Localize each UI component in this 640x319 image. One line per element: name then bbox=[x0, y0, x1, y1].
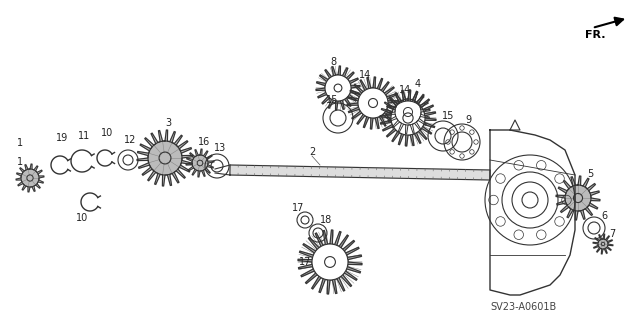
Text: 17: 17 bbox=[292, 203, 304, 213]
Polygon shape bbox=[380, 90, 436, 146]
Text: 3: 3 bbox=[165, 118, 171, 128]
Text: 14: 14 bbox=[359, 70, 371, 80]
Text: FR.: FR. bbox=[585, 30, 605, 40]
Circle shape bbox=[325, 75, 351, 101]
Polygon shape bbox=[593, 234, 613, 254]
Text: 1: 1 bbox=[17, 157, 23, 167]
Polygon shape bbox=[16, 164, 44, 192]
Polygon shape bbox=[298, 230, 362, 294]
Text: 18: 18 bbox=[320, 215, 332, 225]
Text: 7: 7 bbox=[609, 229, 615, 239]
Polygon shape bbox=[386, 90, 430, 134]
Circle shape bbox=[391, 101, 425, 135]
Text: 1: 1 bbox=[17, 138, 23, 148]
Text: 16: 16 bbox=[198, 137, 210, 147]
Circle shape bbox=[358, 88, 388, 118]
Text: 2: 2 bbox=[309, 147, 315, 157]
Text: 14: 14 bbox=[399, 85, 411, 95]
Text: 10: 10 bbox=[101, 128, 113, 138]
Text: 5: 5 bbox=[587, 169, 593, 179]
Polygon shape bbox=[137, 130, 193, 186]
Polygon shape bbox=[230, 165, 490, 180]
Text: SV23-A0601B: SV23-A0601B bbox=[490, 302, 556, 312]
Text: 10: 10 bbox=[76, 213, 88, 223]
Text: 13: 13 bbox=[214, 143, 226, 153]
Text: 15: 15 bbox=[326, 95, 338, 105]
Circle shape bbox=[312, 244, 348, 280]
Polygon shape bbox=[186, 149, 214, 177]
Text: 19: 19 bbox=[56, 133, 68, 143]
Polygon shape bbox=[316, 66, 360, 110]
Text: 6: 6 bbox=[601, 211, 607, 221]
Text: 11: 11 bbox=[78, 131, 90, 141]
Text: 4: 4 bbox=[415, 79, 421, 89]
Text: 9: 9 bbox=[465, 115, 471, 125]
Polygon shape bbox=[556, 176, 600, 220]
Text: 8: 8 bbox=[330, 57, 336, 67]
Text: 15: 15 bbox=[442, 111, 454, 121]
Text: 12: 12 bbox=[124, 135, 136, 145]
Text: 17: 17 bbox=[299, 257, 311, 267]
Polygon shape bbox=[347, 77, 399, 129]
